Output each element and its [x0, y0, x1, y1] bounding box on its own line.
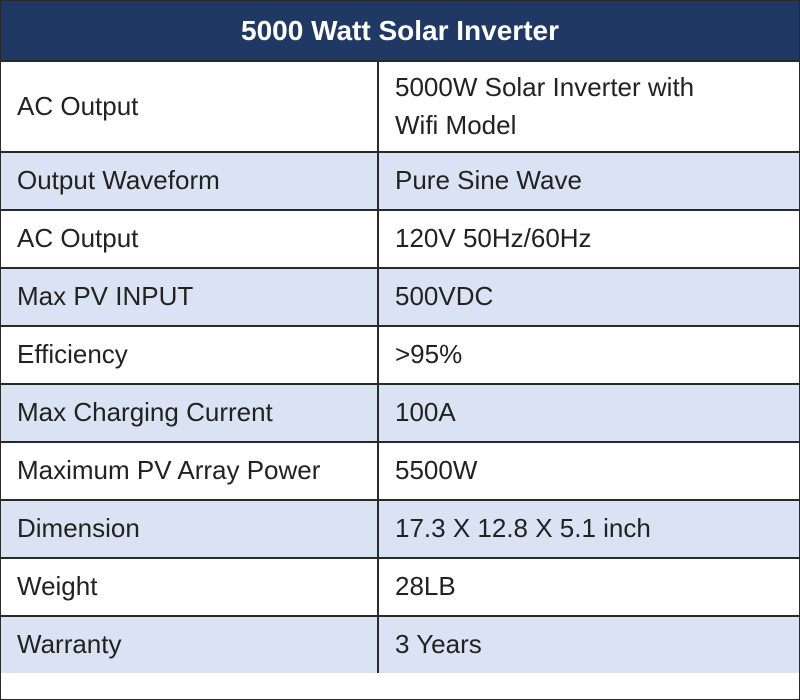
spec-value: 17.3 X 12.8 X 5.1 inch — [395, 513, 651, 544]
spec-label-cell: AC Output — [1, 62, 379, 153]
spec-value-cell: 17.3 X 12.8 X 5.1 inch — [377, 499, 799, 559]
spec-label: AC Output — [17, 223, 139, 254]
spec-label-cell: Efficiency — [1, 325, 379, 385]
table-row: Weight 28LB — [1, 557, 799, 617]
spec-label: AC Output — [17, 90, 139, 121]
table-row: Efficiency >95% — [1, 325, 799, 385]
spec-value: 120V 50Hz/60Hz — [395, 223, 592, 254]
spec-label: Max PV INPUT — [17, 281, 194, 312]
spec-value: 5500W — [395, 455, 478, 486]
table-row: Max PV INPUT 500VDC — [1, 267, 799, 327]
spec-value: 3 Years — [395, 629, 482, 660]
spec-label: Weight — [17, 571, 98, 602]
spec-value: 500VDC — [395, 281, 494, 312]
spec-value: 28LB — [395, 571, 456, 602]
spec-label: Efficiency — [17, 339, 128, 370]
spec-value-cell: >95% — [377, 325, 799, 385]
spec-value-cell: Pure Sine Wave — [377, 151, 799, 211]
spec-label-cell: Max PV INPUT — [1, 267, 379, 327]
table-title: 5000 Watt Solar Inverter — [1, 1, 799, 62]
spec-value-cell: 5500W — [377, 441, 799, 501]
spec-label-cell: Dimension — [1, 499, 379, 559]
spec-label: Warranty — [17, 629, 122, 660]
table-body: AC Output 5000W Solar Inverter with Wifi … — [1, 62, 799, 673]
spec-label-cell: Maximum PV Array Power — [1, 441, 379, 501]
spec-label-cell: Warranty — [1, 615, 379, 673]
spec-label: Max Charging Current — [17, 397, 273, 428]
spec-value-cell: 120V 50Hz/60Hz — [377, 209, 799, 269]
spec-label-cell: Output Waveform — [1, 151, 379, 211]
table-row: Warranty 3 Years — [1, 615, 799, 673]
spec-label: Output Waveform — [17, 165, 220, 196]
table-row: Output Waveform Pure Sine Wave — [1, 151, 799, 211]
table-row: Maximum PV Array Power 5500W — [1, 441, 799, 501]
spec-value-cell: 5000W Solar Inverter with Wifi Model — [377, 62, 799, 153]
spec-value: Pure Sine Wave — [395, 165, 582, 196]
table-row: Max Charging Current 100A — [1, 383, 799, 443]
spec-value: 100A — [395, 397, 456, 428]
spec-label: Dimension — [17, 513, 140, 544]
spec-value: >95% — [395, 339, 463, 370]
spec-label-cell: Weight — [1, 557, 379, 617]
spec-value: 5000W Solar Inverter with Wifi Model — [395, 71, 695, 140]
spec-label-cell: Max Charging Current — [1, 383, 379, 443]
spec-value-cell: 28LB — [377, 557, 799, 617]
spec-label: Maximum PV Array Power — [17, 455, 321, 486]
spec-value-cell: 500VDC — [377, 267, 799, 327]
table-row: AC Output 5000W Solar Inverter with Wifi … — [1, 62, 799, 153]
table-row: Dimension 17.3 X 12.8 X 5.1 inch — [1, 499, 799, 559]
spec-value-cell: 100A — [377, 383, 799, 443]
spec-table: AC Output 5000W Solar Inverter with Wifi … — [1, 62, 799, 673]
table-row: AC Output 120V 50Hz/60Hz — [1, 209, 799, 269]
spec-label-cell: AC Output — [1, 209, 379, 269]
spec-value-cell: 3 Years — [377, 615, 799, 673]
